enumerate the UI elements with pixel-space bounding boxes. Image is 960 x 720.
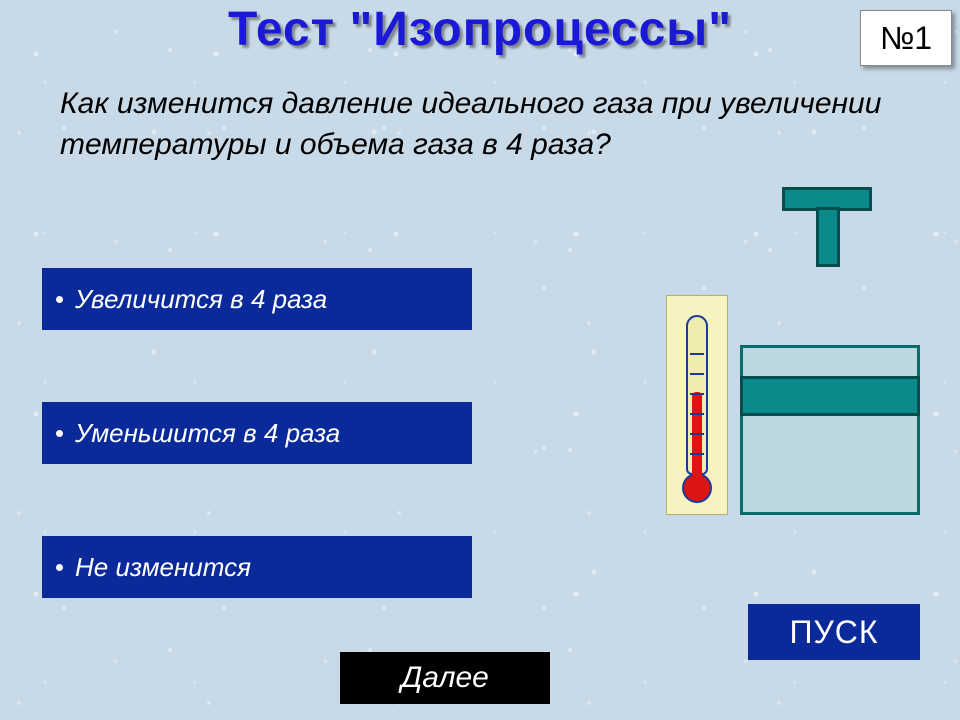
option-label: Не изменится — [75, 552, 251, 583]
option-2[interactable]: Уменьшится в 4 раза — [42, 402, 472, 464]
piston-head — [740, 376, 920, 416]
thermometer-tick — [690, 353, 704, 355]
options-list: Увеличится в 4 раза Уменьшится в 4 раза … — [42, 268, 472, 670]
bullet-icon — [56, 296, 63, 303]
question-text: Как изменится давление идеального газа п… — [60, 84, 900, 165]
title-bar: Тест "Изопроцессы" №1 — [0, 0, 960, 60]
thermometer-tick — [690, 393, 704, 395]
thermometer-tick — [690, 453, 704, 455]
thermometer-tick — [690, 413, 704, 415]
illustration — [620, 265, 920, 535]
bullet-icon — [56, 564, 63, 571]
piston-cylinder — [740, 345, 920, 515]
next-button[interactable]: Далее — [340, 652, 550, 704]
page-number-badge: №1 — [860, 10, 952, 66]
option-3[interactable]: Не изменится — [42, 536, 472, 598]
page-title: Тест "Изопроцессы" — [228, 2, 732, 57]
option-label: Увеличится в 4 раза — [75, 284, 327, 315]
thermometer-tick — [690, 433, 704, 435]
option-label: Уменьшится в 4 раза — [75, 418, 340, 449]
option-1[interactable]: Увеличится в 4 раза — [42, 268, 472, 330]
bullet-icon — [56, 430, 63, 437]
thermometer-bulb-icon — [682, 473, 712, 503]
start-button[interactable]: ПУСК — [748, 604, 920, 660]
thermometer-tick — [690, 373, 704, 375]
piston-rod — [816, 207, 840, 267]
